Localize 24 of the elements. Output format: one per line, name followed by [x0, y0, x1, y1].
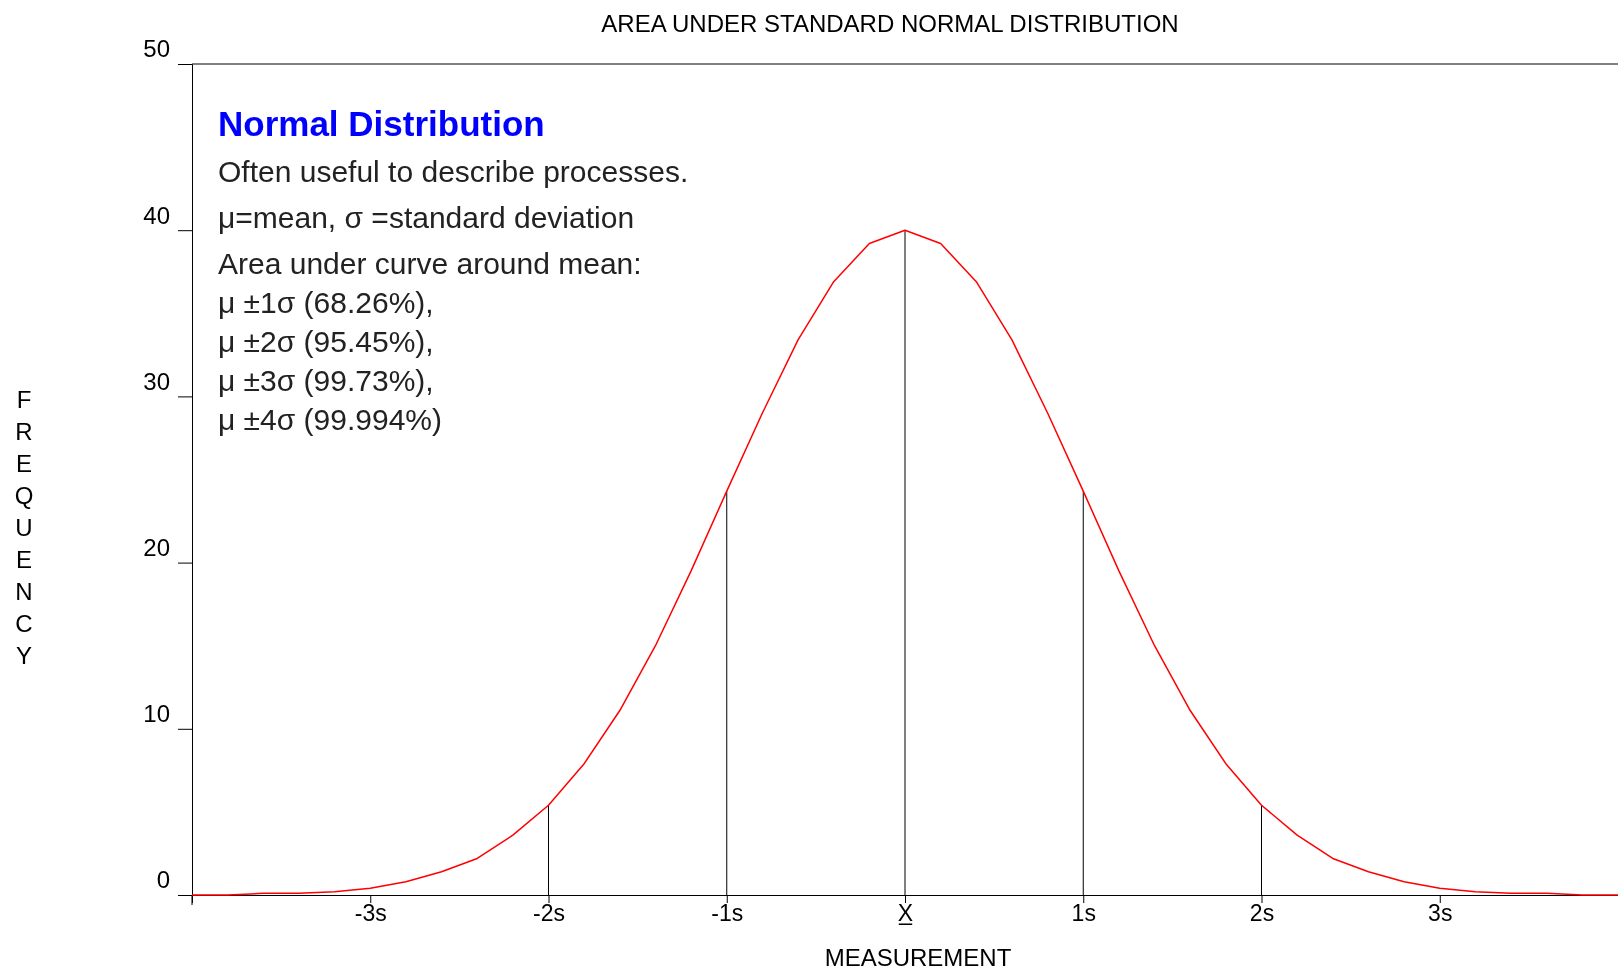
- x-axis-title: MEASUREMENT: [824, 944, 1012, 971]
- text: FREQUENCY: [14, 386, 34, 669]
- x-tick-label: 3s: [1428, 900, 1453, 927]
- annotation: μ ±1σ (68.26%),: [218, 286, 434, 319]
- y-tick-label: 50: [143, 35, 170, 63]
- x-tick-label: 2s: [1249, 900, 1275, 927]
- x-tick-label: X̲: [897, 900, 914, 927]
- x-tick-label: -2s: [533, 900, 565, 927]
- chart-title: AREA UNDER STANDARD NORMAL DISTRIBUTION: [601, 10, 1179, 37]
- y-tick-label: 30: [143, 367, 170, 395]
- y-tick-label: 20: [143, 533, 170, 561]
- annotation: Often useful to describe processes.: [218, 155, 689, 188]
- annotation: μ ±2σ (95.45%),: [218, 325, 434, 358]
- y-tick-label: 40: [143, 201, 170, 229]
- x-tick-label: -1s: [711, 900, 744, 927]
- y-tick-label: 10: [143, 700, 170, 728]
- x-tick-label: -3s: [354, 900, 387, 927]
- annotation: μ=mean, σ =standard deviation: [218, 201, 635, 234]
- annotation: μ ±4σ (99.994%): [218, 403, 443, 436]
- annotation: μ ±3σ (99.73%),: [218, 364, 434, 397]
- x-tick-label: 1s: [1071, 900, 1096, 927]
- annotation: Area under curve around mean:: [218, 247, 642, 280]
- annotation: Normal Distribution: [218, 104, 545, 143]
- y-tick-label: 0: [156, 866, 170, 894]
